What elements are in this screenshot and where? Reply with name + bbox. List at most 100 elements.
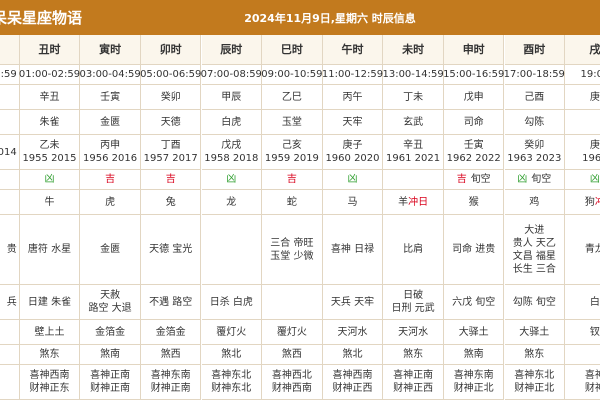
- ganzhi-cell: 己酉: [504, 85, 566, 110]
- good-cell: 唐符 水星: [19, 215, 81, 285]
- animal-text: 牛: [44, 196, 55, 208]
- direction-line: 财神西南: [271, 383, 312, 394]
- animal-line: 兔: [166, 196, 176, 209]
- god-text: 勾陈: [524, 116, 545, 128]
- birth-line: 1959 2019: [264, 153, 319, 164]
- luck-text: 吉: [286, 174, 297, 185]
- birth-line: 1955 2015: [22, 153, 77, 164]
- time-text: 01:00-02:59: [18, 69, 81, 80]
- element-text: 钗: [589, 326, 600, 338]
- luck-text: 旬空: [470, 174, 491, 185]
- time-text: 15:00-16:59: [443, 69, 505, 80]
- sha-cell: 煞北: [322, 345, 384, 365]
- sha-text: 煞东: [524, 349, 545, 360]
- time-text: 03:00-04:59: [79, 69, 141, 80]
- luck-text: 凶: [589, 174, 600, 185]
- luck-cell: 凶: [322, 170, 384, 190]
- bad-line: 不遇 路空: [149, 296, 193, 308]
- element-cell: 天河水: [383, 320, 444, 345]
- animal-cell: 羊冲日: [383, 190, 444, 215]
- god-text: 金匮: [100, 116, 121, 128]
- sha-text: 煞西: [281, 349, 302, 360]
- birth-line: 壬寅: [463, 140, 484, 151]
- luck-line: 凶: [588, 173, 600, 186]
- birth-cell: 壬寅 1962 2022: [443, 135, 505, 170]
- bad-cell: 天赦 路空 大退: [80, 285, 141, 320]
- hour-text: 卯时: [159, 43, 182, 56]
- element-text: 大驿土: [519, 326, 550, 338]
- good-line: 比肩: [403, 244, 424, 255]
- bad-cell: 兵: [0, 285, 20, 320]
- birth-line: 1963 2023: [507, 153, 562, 164]
- bad-cell: 白: [565, 285, 600, 320]
- animal-line: 猴: [469, 196, 479, 209]
- animal-text: 鸡: [529, 196, 540, 208]
- direction-line: 财神正西: [332, 383, 373, 394]
- bad-cell: 日破 日刑 元武: [383, 285, 444, 320]
- ganzhi-text: 己酉: [524, 91, 545, 103]
- bad-line: 路空 大退: [88, 303, 132, 314]
- god-text: 天牢: [342, 116, 363, 128]
- good-line: 大进: [524, 224, 545, 236]
- bad-cell: 不遇 路空: [140, 285, 202, 320]
- direction-line: 喜神东南: [150, 370, 191, 381]
- animal-line: 鸡: [529, 196, 539, 209]
- good-line: 文昌 福星: [512, 250, 556, 262]
- animal-line: 马: [347, 196, 357, 209]
- birth-cell: 丙申 1956 2016: [80, 135, 141, 170]
- element-cell: 金箔金: [140, 320, 202, 345]
- ganzhi-cell: 甲辰: [201, 85, 263, 110]
- luck-cell: 凶: [565, 170, 600, 190]
- time-text: 17:00-18:59: [503, 69, 565, 80]
- good-line: 唐符 水星: [27, 244, 72, 255]
- god-cell: 天牢: [322, 110, 384, 135]
- good-cell: 金匮: [80, 215, 141, 285]
- luck-text: 凶: [226, 174, 237, 185]
- bad-cell: 日杀 白虎: [201, 285, 263, 320]
- ganzhi-text: 乙巳: [281, 91, 302, 103]
- hour-text: 辰时: [220, 43, 243, 56]
- hour-text: 寅时: [99, 43, 122, 56]
- bad-line: 日建 朱雀: [27, 296, 72, 308]
- ganzhi-text: 壬寅: [100, 91, 121, 103]
- bad-line: 日刑 元武: [391, 303, 435, 314]
- birth-cell: 014: [0, 135, 20, 170]
- good-cell: 贵: [0, 215, 20, 285]
- time-cell: 15:00-16:59: [443, 65, 505, 85]
- good-line: 天德 宝光: [149, 244, 193, 255]
- animal-cell: 猴: [443, 190, 505, 215]
- god-cell: 玉堂: [262, 110, 323, 135]
- luck-cell: 吉: [80, 170, 141, 190]
- birth-line: 庚子: [342, 140, 363, 151]
- god-cell: 勾陈: [504, 110, 566, 135]
- hour-cell: 申时: [443, 35, 505, 65]
- sha-text: 煞东: [403, 349, 424, 360]
- time-cell: 11:00-12:59: [322, 65, 384, 85]
- direction-cell: 喜神西南 财神正西: [322, 365, 384, 400]
- hour-text: 巳时: [280, 43, 303, 56]
- luck-text: 旬空: [531, 174, 552, 185]
- good-line: 青龙: [584, 244, 600, 255]
- hour-text: 未时: [402, 43, 425, 56]
- luck-cell: 凶: [201, 170, 263, 190]
- animal-text: 狗: [584, 196, 595, 208]
- bad-line: 日杀 白虎: [209, 296, 253, 308]
- time-cell: 13:00-14:59: [382, 65, 444, 85]
- luck-text: 吉: [456, 174, 467, 185]
- good-cell: 喜神 日禄: [322, 215, 384, 285]
- animal-line: 狗冲: [585, 196, 600, 209]
- ganzhi-text: 丙午: [342, 91, 363, 103]
- good-cell: 天德 宝光: [140, 215, 202, 285]
- good-cell: 比肩: [383, 215, 444, 285]
- direction-line: 财神正西: [393, 383, 434, 394]
- element-cell: 覆灯火: [262, 320, 323, 345]
- element-cell: 金箔金: [80, 320, 141, 345]
- ganzhi-text: 戊申: [463, 91, 484, 103]
- sha-text: 煞东: [39, 349, 60, 360]
- animal-text: 马: [347, 196, 358, 208]
- luck-cell: 凶: [19, 170, 81, 190]
- good-cell: 大进 贵人 天乙 文昌 福星 长生 三合: [504, 215, 566, 285]
- god-cell: 朱雀: [19, 110, 81, 135]
- good-line: 长生 三合: [512, 263, 556, 275]
- luck-text: 吉: [105, 174, 116, 185]
